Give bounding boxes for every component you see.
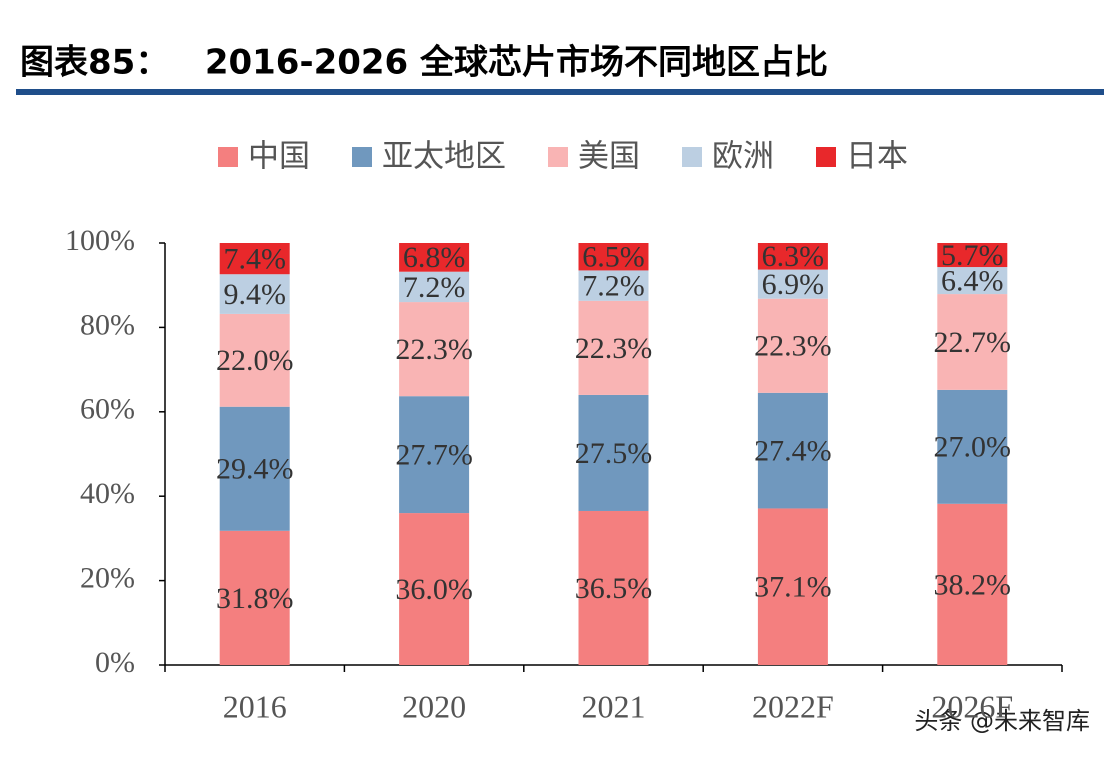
value-label: 29.4% <box>216 453 294 486</box>
legend-swatch <box>352 147 372 167</box>
legend-label: 中国 <box>248 139 310 175</box>
legend-swatch <box>218 147 238 167</box>
value-label: 22.3% <box>754 330 832 363</box>
bar-segment <box>937 389 1008 504</box>
bar-segment <box>937 267 1008 295</box>
title-rule <box>16 89 1104 95</box>
bar-segment <box>578 243 649 271</box>
bar-segment <box>937 503 1008 665</box>
bar-segment <box>399 243 470 272</box>
y-tick-label: 0% <box>95 646 135 679</box>
bar-segment <box>578 270 649 301</box>
bar-segment <box>578 394 649 511</box>
value-label: 38.2% <box>934 568 1012 601</box>
legend-label: 欧洲 <box>712 139 774 175</box>
value-label: 27.5% <box>575 437 653 470</box>
value-label: 22.7% <box>934 326 1012 359</box>
value-label: 5.7% <box>941 239 1004 272</box>
y-tick-label: 40% <box>80 477 135 510</box>
value-label: 31.8% <box>216 582 294 615</box>
chart-title: 图表85： 2016-2026 全球芯片市场不同地区占比 <box>20 43 828 83</box>
value-label: 6.4% <box>941 264 1004 297</box>
legend-swatch <box>548 147 568 167</box>
legend-label: 日本 <box>846 139 908 175</box>
x-tick-label: 2022F <box>752 688 834 724</box>
bar-segment <box>399 513 470 665</box>
bar-segment <box>757 298 828 393</box>
value-label: 27.4% <box>754 435 832 468</box>
value-label: 6.3% <box>762 240 825 273</box>
legend-swatch <box>682 147 702 167</box>
value-label: 36.0% <box>395 573 473 606</box>
bar-segment <box>219 313 290 407</box>
value-label: 7.4% <box>223 243 286 276</box>
y-tick-label: 60% <box>80 393 135 426</box>
value-label: 27.0% <box>934 431 1012 464</box>
bar-segment <box>578 300 649 395</box>
value-label: 22.3% <box>575 332 653 365</box>
y-tick-label: 20% <box>80 561 135 594</box>
bar-segment <box>578 510 649 665</box>
bar-segment <box>937 294 1008 390</box>
bar-segment <box>757 243 828 270</box>
value-label: 27.7% <box>395 439 473 472</box>
value-label: 37.1% <box>754 571 832 604</box>
value-label: 6.8% <box>403 241 466 274</box>
watermark: 头条 @未来智库 <box>914 707 1090 735</box>
value-label: 36.5% <box>575 572 653 605</box>
bar-segment <box>219 406 290 531</box>
bar-segment <box>757 508 828 665</box>
x-tick-label: 2021 <box>582 688 646 724</box>
value-label: 7.2% <box>582 270 645 303</box>
x-tick-label: 2016 <box>223 688 287 724</box>
legend-label: 美国 <box>578 139 640 175</box>
legend-swatch <box>816 147 836 167</box>
y-tick-label: 80% <box>80 308 135 341</box>
value-label: 22.3% <box>395 333 473 366</box>
bar-segment <box>399 271 470 303</box>
value-label: 7.2% <box>403 271 466 304</box>
y-tick-label: 100% <box>65 224 135 257</box>
bar-segment <box>937 243 1008 268</box>
x-tick-label: 2020 <box>402 688 466 724</box>
bar-segment <box>757 269 828 299</box>
bar-segment <box>757 392 828 509</box>
bar-segment <box>219 274 290 314</box>
bar-segment <box>399 396 470 514</box>
value-label: 9.4% <box>223 278 286 311</box>
value-label: 6.9% <box>762 268 825 301</box>
legend-label: 亚太地区 <box>382 139 506 175</box>
bar-segment <box>219 530 290 665</box>
bar-segment <box>219 243 290 275</box>
x-tick-label: 2026F <box>931 688 1013 724</box>
value-label: 22.0% <box>216 344 294 377</box>
value-label: 6.5% <box>582 241 645 274</box>
bar-segment <box>399 302 470 397</box>
